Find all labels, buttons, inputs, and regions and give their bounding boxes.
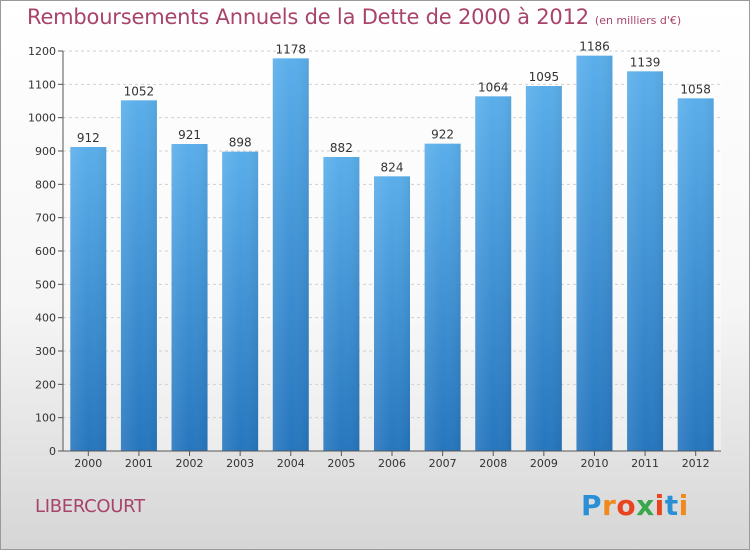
bar-shade [222, 151, 259, 451]
bar-shade [70, 147, 107, 451]
y-tick-label: 600 [35, 245, 56, 258]
logo-letter: P [581, 489, 603, 522]
x-tick-label: 2006 [378, 457, 406, 470]
bar-shade [475, 96, 512, 451]
bar-shade [424, 143, 461, 451]
x-tick-label: 2012 [682, 457, 710, 470]
y-tick-label: 300 [35, 345, 56, 358]
x-tick-label: 2003 [226, 457, 254, 470]
bar-shade [374, 176, 410, 452]
bar-value-label: 1139 [630, 55, 661, 69]
bar-value-label: 1186 [579, 40, 610, 54]
x-tick-label: 2009 [530, 457, 558, 470]
logo-letter: o [616, 489, 637, 522]
bar-value-label: 1178 [275, 42, 306, 56]
commune-name: LIBERCOURT [35, 496, 145, 517]
y-tick-label: 100 [35, 412, 56, 425]
bar-value-label: 882 [330, 141, 353, 155]
bar-value-label: 1058 [680, 82, 711, 96]
y-tick-label: 500 [35, 278, 56, 291]
bar-value-label: 1064 [478, 80, 509, 94]
bar-shade [576, 55, 613, 452]
bar-shade [120, 100, 157, 451]
bar-layer [70, 55, 714, 452]
x-tick-label: 2004 [277, 457, 305, 470]
x-tick-label: 2002 [176, 457, 204, 470]
bar-shade [525, 86, 562, 451]
x-tick-label: 2010 [580, 457, 608, 470]
logo-letter: i [654, 489, 665, 522]
bar-value-label: 898 [229, 136, 252, 150]
x-tick-label: 2008 [479, 457, 507, 470]
chart-title: Remboursements Annuels de la Dette de 20… [27, 5, 589, 29]
y-tick-label: 1200 [28, 45, 56, 58]
logo-letter: r [602, 489, 617, 522]
bar-shade [272, 58, 309, 451]
y-tick-label: 1100 [28, 78, 56, 91]
proxiti-logo: Proxiti [581, 489, 689, 522]
x-tick-label: 2001 [125, 457, 153, 470]
logo-letter: t [664, 489, 679, 522]
y-tick-label: 700 [35, 212, 56, 225]
bar-shade [171, 144, 208, 451]
x-tick-label: 2005 [327, 457, 355, 470]
x-tick-label: 2007 [429, 457, 457, 470]
bar-value-label: 1052 [124, 84, 155, 98]
y-tick-label: 400 [35, 312, 56, 325]
logo-letter: i [678, 489, 689, 522]
bar-value-label: 922 [431, 128, 454, 142]
logo-letter: x [636, 489, 655, 522]
bar-shade [323, 157, 360, 451]
x-tick-label: 2011 [631, 457, 659, 470]
bar-shade [627, 71, 664, 451]
chart-title-block: Remboursements Annuels de la Dette de 20… [27, 5, 681, 29]
axis-layer: 0 100 200 300 400 500 600 700 800 900 1000 1100 1200… [28, 40, 721, 470]
y-tick-label: 200 [35, 378, 56, 391]
y-tick-label: 900 [35, 145, 56, 158]
bar-value-label: 1095 [529, 70, 560, 84]
bar-value-label: 824 [381, 160, 404, 174]
x-tick-label: 2000 [74, 457, 102, 470]
chart-unit: (en milliers d'€) [594, 14, 682, 27]
y-tick-label: 800 [35, 178, 56, 191]
y-tick-label: 1000 [28, 112, 56, 125]
bar-value-label: 921 [178, 128, 201, 142]
bar-value-label: 912 [77, 131, 100, 145]
y-tick-label: 0 [49, 445, 56, 458]
bar-shade [677, 98, 714, 451]
